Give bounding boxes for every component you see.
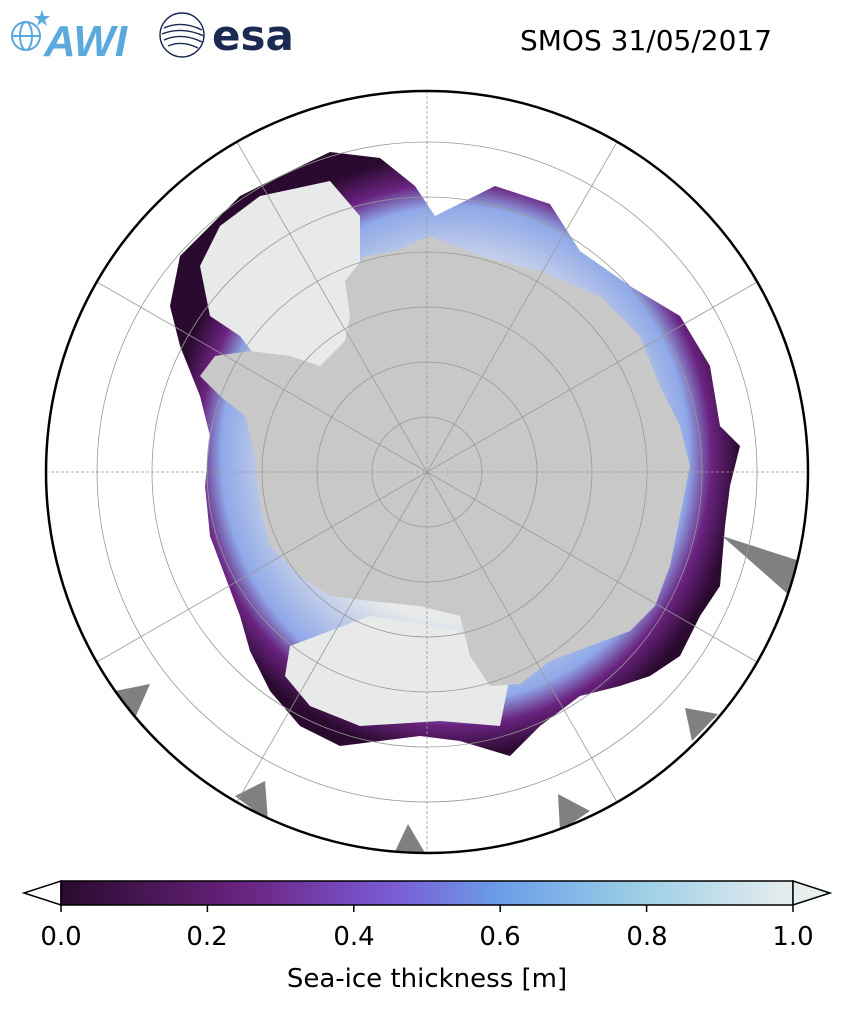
awi-globe-icon (11, 21, 41, 51)
colorbar-gradient (60, 880, 794, 906)
map-title: SMOS 31/05/2017 (520, 24, 773, 57)
colorbar-extend-high (792, 879, 833, 907)
colorbar-tick: 0.8 (626, 922, 668, 952)
awi-logo-text: AWI (43, 17, 128, 60)
graticule (46, 91, 808, 853)
ross-thick-ice (285, 616, 510, 726)
colorbar-tick: 0.0 (40, 922, 82, 952)
colorbar-label: Sea-ice thickness [m] (286, 964, 568, 994)
esa-logo-text: esa (212, 11, 294, 60)
colorbar-tick: 0.6 (479, 922, 521, 952)
awi-logo: AWI (11, 10, 128, 60)
sea-ice-map (44, 89, 810, 855)
missing-data (115, 536, 800, 853)
esa-emblem-icon (159, 12, 205, 58)
colorbar-tick: 0.2 (186, 922, 228, 952)
colorbar-tick: 0.4 (333, 922, 375, 952)
antarctica-land (200, 236, 690, 686)
map-boundary (44, 89, 810, 855)
colorbar-extend-low (21, 879, 62, 907)
colorbar-tick: 1.0 (772, 922, 814, 952)
colorbar (21, 879, 833, 912)
colorbar-ticks: 0.0 0.2 0.4 0.6 0.8 1.0 (0, 922, 854, 962)
awi-star-icon (34, 10, 50, 26)
weddell-thick-ice (200, 181, 360, 386)
esa-logo: esa (159, 11, 294, 60)
